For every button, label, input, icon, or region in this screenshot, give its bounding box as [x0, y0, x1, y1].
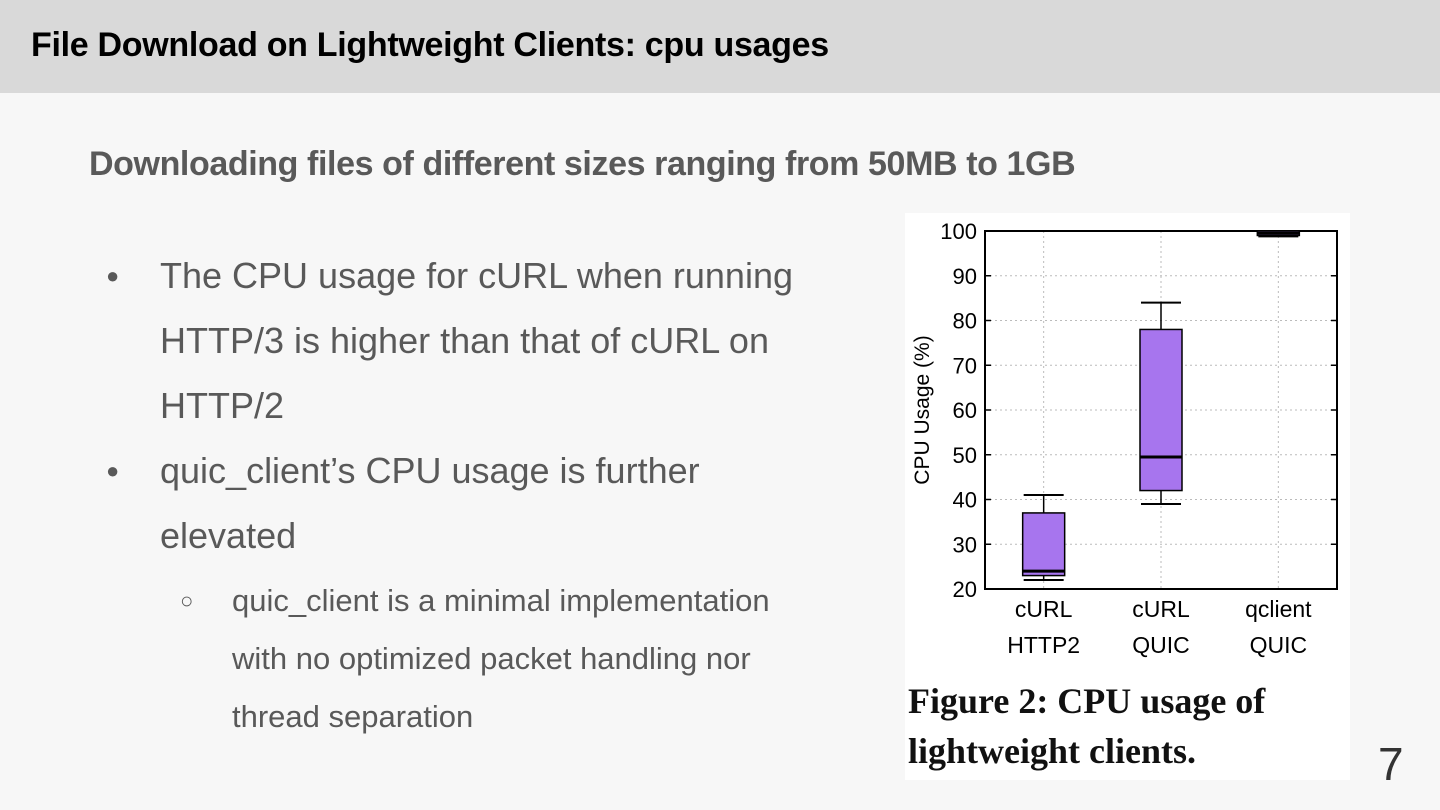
slide-subtitle: Downloading files of different sizes ran…: [89, 145, 1076, 183]
bullet-dot-icon: ●: [106, 458, 120, 483]
slide-title: File Download on Lightweight Clients: cp…: [31, 26, 829, 64]
y-tick-label: 60: [953, 398, 977, 423]
box-iqr: [1139, 328, 1183, 492]
y-tick-label: 40: [953, 488, 977, 513]
x-tick-label: QUIC: [1132, 632, 1190, 658]
figure-image: 20 30 40 50 60 70 80 90 100 CPU Usage (%) cURL HTTP…: [905, 213, 1350, 780]
y-tick-label: 80: [953, 309, 977, 334]
box-iqr: [1021, 512, 1066, 577]
y-tick-label: 30: [953, 532, 977, 557]
y-tick-label: 100: [940, 219, 977, 244]
sub-bullet-item: ○ quic_client is a minimal implementatio…: [100, 572, 820, 746]
x-tick-label: cURL: [1132, 596, 1190, 622]
y-tick-label: 70: [953, 353, 977, 378]
y-tick-label: 90: [953, 264, 977, 289]
page-number: 7: [1378, 738, 1404, 790]
y-tick-label: 50: [953, 443, 977, 468]
bullet-text: The CPU usage for cURL when running HTTP…: [160, 255, 793, 426]
x-tick-label: cURL: [1015, 596, 1073, 622]
bullet-list: ● The CPU usage for cURL when running HT…: [100, 243, 820, 746]
figure-caption: Figure 2: CPU usage of lightweight clien…: [908, 681, 1266, 771]
y-tick-label: 20: [953, 577, 977, 602]
x-tick-label: qclient: [1245, 596, 1312, 622]
x-tick-label: HTTP2: [1007, 632, 1080, 658]
x-tick-label: QUIC: [1250, 632, 1308, 658]
bullet-circle-icon: ○: [180, 588, 194, 613]
bullet-dot-icon: ●: [106, 263, 120, 288]
sub-bullet-text: quic_client is a minimal implementation …: [232, 583, 770, 734]
slide-header: File Download on Lightweight Clients: cp…: [0, 0, 1440, 93]
box-plot-chart: 20 30 40 50 60 70 80 90 100 CPU Usage (%) cURL HTTP…: [911, 219, 1338, 658]
bullet-item: ● quic_client’s CPU usage is further ele…: [100, 438, 820, 568]
y-axis-label: CPU Usage (%): [911, 335, 934, 484]
bullet-text: quic_client’s CPU usage is further eleva…: [160, 450, 700, 556]
bullet-item: ● The CPU usage for cURL when running HT…: [100, 243, 820, 438]
